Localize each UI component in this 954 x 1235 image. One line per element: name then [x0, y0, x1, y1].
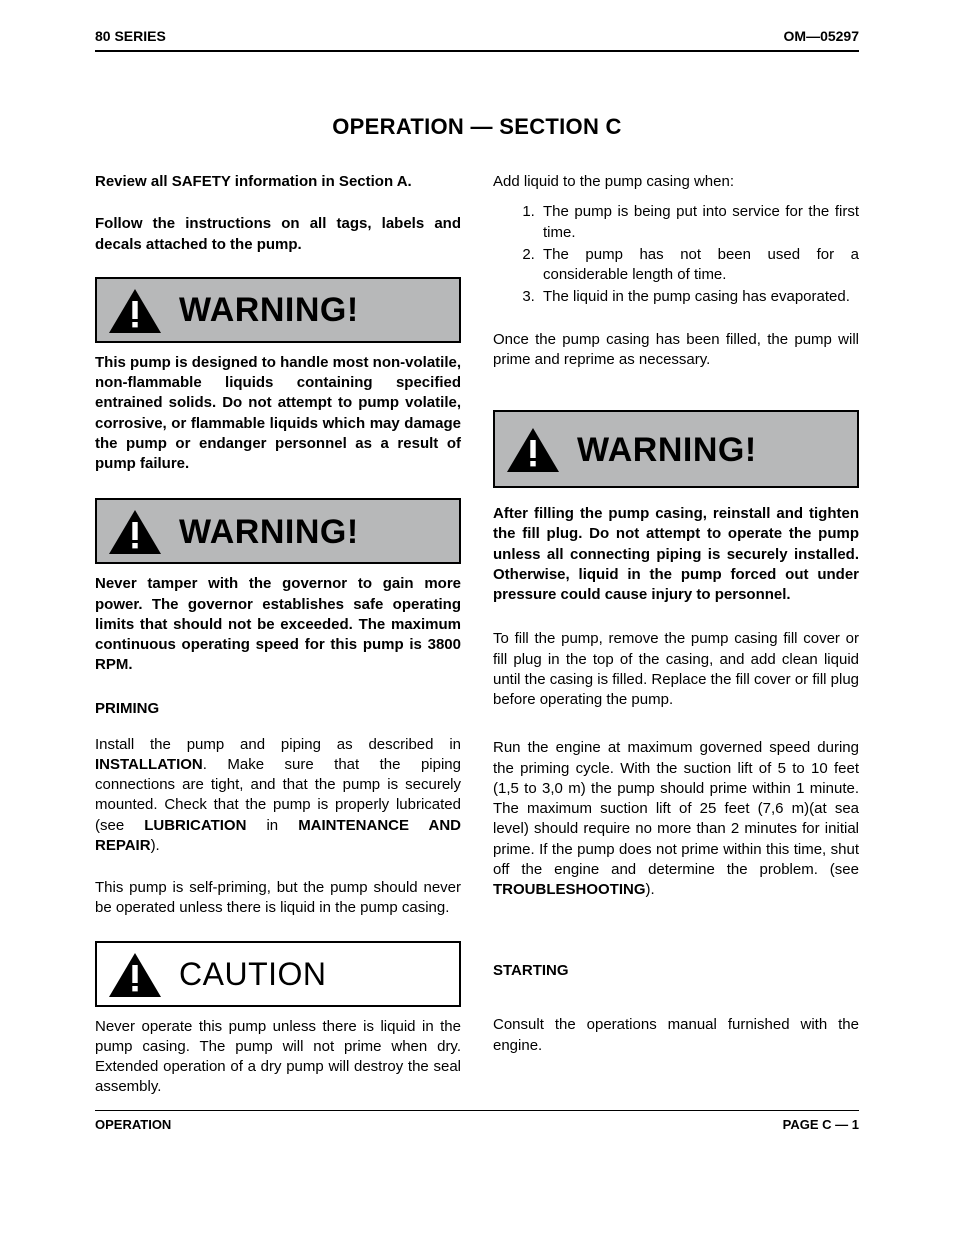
priming-para-2: This pump is self-priming, but the pump …: [95, 878, 461, 919]
ref-troubleshooting: TROUBLESHOOTING: [493, 881, 646, 898]
run-para: Run the engine at maximum governed speed…: [493, 738, 859, 900]
list-item: The pump has not been used for a conside…: [539, 245, 859, 286]
priming-para-1: Install the pump and piping as described…: [95, 735, 461, 857]
warning-icon: [107, 287, 163, 335]
fill-para: To fill the pump, remove the pump casing…: [493, 629, 859, 710]
text: Run the engine at maximum governed speed…: [493, 739, 859, 878]
caution-label: CAUTION: [179, 956, 327, 993]
page-title: OPERATION — SECTION C: [95, 114, 859, 140]
left-column: Review all SAFETY information in Section…: [95, 172, 461, 1102]
warning-label-1: WARNING!: [179, 291, 359, 330]
warning-label-2: WARNING!: [179, 513, 359, 552]
ref-lubrication: LUBRICATION: [144, 817, 246, 834]
header-left: 80 SERIES: [95, 28, 166, 44]
warning-icon: [505, 426, 561, 474]
starting-para: Consult the operations manual furnished …: [493, 1015, 859, 1056]
priming-heading: PRIMING: [95, 700, 461, 717]
page-header: 80 SERIES OM—05297: [95, 28, 859, 52]
warning-body-1: This pump is designed to handle most non…: [95, 353, 461, 475]
caution-icon: [107, 951, 163, 999]
warning-icon: [107, 508, 163, 556]
add-liquid-lead: Add liquid to the pump casing when:: [493, 172, 859, 192]
intro-line-1: Review all SAFETY information in Section…: [95, 172, 461, 192]
add-liquid-list: The pump is being put into service for t…: [493, 202, 859, 307]
caution-box: CAUTION: [95, 941, 461, 1007]
text: Install the pump and piping as described…: [95, 736, 461, 753]
warning-label-right: WARNING!: [577, 431, 757, 470]
list-item: The liquid in the pump casing has evapor…: [539, 287, 859, 307]
after-list-para: Once the pump casing has been filled, th…: [493, 330, 859, 371]
intro-line-2: Follow the instructions on all tags, lab…: [95, 214, 461, 255]
ref-installation: INSTALLATION: [95, 756, 203, 773]
page-footer: OPERATION PAGE C — 1: [95, 1110, 859, 1132]
spacer: [493, 392, 859, 410]
header-right: OM—05297: [784, 28, 859, 44]
text: ).: [646, 881, 655, 898]
right-column: Add liquid to the pump casing when: The …: [493, 172, 859, 1102]
text: ).: [151, 837, 160, 854]
warning-box-right: WARNING!: [493, 410, 859, 488]
starting-heading: STARTING: [493, 962, 859, 979]
warning-box-1: WARNING!: [95, 277, 461, 343]
warning-box-2: WARNING!: [95, 498, 461, 564]
footer-left: OPERATION: [95, 1117, 171, 1132]
footer-right: PAGE C — 1: [783, 1117, 859, 1132]
warning-body-2: Never tamper with the governor to gain m…: [95, 574, 461, 675]
spacer: [493, 997, 859, 1015]
text: in: [246, 817, 298, 834]
spacer: [493, 922, 859, 962]
content-columns: Review all SAFETY information in Section…: [95, 172, 859, 1102]
caution-body: Never operate this pump unless there is …: [95, 1017, 461, 1098]
list-item: The pump is being put into service for t…: [539, 202, 859, 243]
warning-body-right: After filling the pump casing, reinstall…: [493, 504, 859, 605]
